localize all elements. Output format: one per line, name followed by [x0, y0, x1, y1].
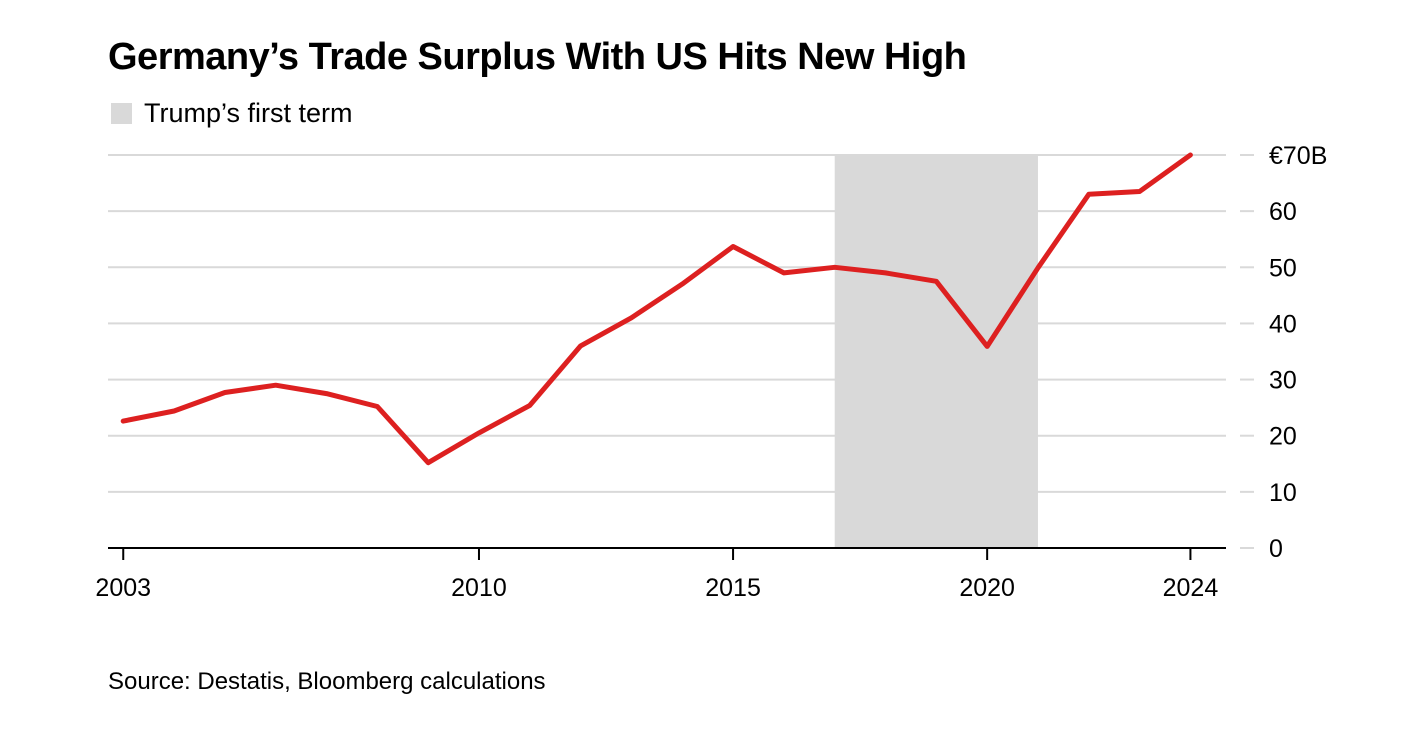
y-tick-label: 30	[1269, 367, 1297, 395]
y-tick-label: 10	[1269, 479, 1297, 507]
x-tick-label: 2015	[705, 574, 761, 602]
y-tick-label: 50	[1269, 254, 1297, 282]
y-tick-label: 40	[1269, 310, 1297, 338]
x-tick-label: 2020	[959, 574, 1015, 602]
series-line	[120, 152, 1193, 466]
chart-title: Germany’s Trade Surplus With US Hits New…	[108, 36, 967, 78]
chart-legend: Trump’s first term	[111, 98, 353, 128]
series-layer	[120, 152, 1193, 466]
shaded-region-layer	[834, 155, 1038, 548]
legend-label: Trump’s first term	[144, 98, 353, 128]
source-note: Source: Destatis, Bloomberg calculations	[108, 668, 546, 695]
x-tick-label: 2003	[95, 574, 151, 602]
gridlines	[108, 154, 1226, 493]
shaded-region	[834, 155, 1038, 548]
y-axis: 0 10 20 30 40 50 60 €70B	[1240, 142, 1327, 563]
x-axis: 2003 2010 2015 2020 2024	[95, 547, 1226, 602]
legend-swatch-shaded-period	[111, 102, 132, 124]
x-tick-label: 2024	[1163, 574, 1219, 602]
x-tick-label: 2010	[451, 574, 507, 602]
y-tick-label: 20	[1269, 423, 1297, 451]
y-tick-label: €70B	[1269, 142, 1327, 170]
y-tick-label: 0	[1269, 535, 1283, 563]
y-tick-label: 60	[1269, 198, 1297, 226]
